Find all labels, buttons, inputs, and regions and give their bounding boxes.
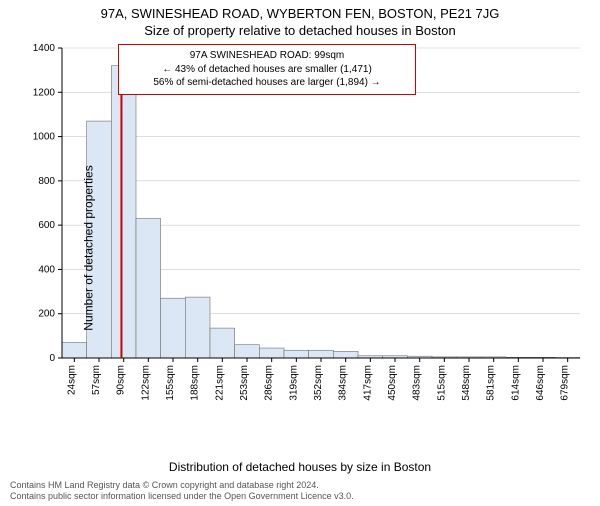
x-tick-label: 24sqm xyxy=(66,365,77,395)
annotation-line3: 56% of semi-detached houses are larger (… xyxy=(127,76,407,90)
annotation-line2: ← 43% of detached houses are smaller (1,… xyxy=(127,63,407,77)
bar xyxy=(210,328,235,358)
x-tick-label: 417sqm xyxy=(362,365,373,401)
svg-text:200: 200 xyxy=(38,309,55,320)
x-tick-label: 57sqm xyxy=(91,365,102,395)
y-axis-label: Number of detached properties xyxy=(82,165,96,330)
x-tick-label: 122sqm xyxy=(140,365,151,401)
bar xyxy=(309,350,334,358)
bar xyxy=(333,351,358,358)
x-axis-label: Distribution of detached houses by size … xyxy=(0,460,600,474)
x-tick-label: 483sqm xyxy=(412,365,423,401)
annotation-line1: 97A SWINESHEAD ROAD: 99sqm xyxy=(127,49,407,63)
svg-text:1000: 1000 xyxy=(33,132,56,143)
x-tick-label: 286sqm xyxy=(264,365,275,401)
svg-text:0: 0 xyxy=(49,353,55,364)
bar xyxy=(161,298,186,358)
bar xyxy=(284,350,309,358)
bar xyxy=(62,343,87,359)
svg-text:800: 800 xyxy=(38,176,55,187)
bar xyxy=(136,219,161,359)
x-tick-label: 679sqm xyxy=(560,365,571,401)
bar xyxy=(111,66,136,358)
x-tick-label: 188sqm xyxy=(190,365,201,401)
svg-text:1400: 1400 xyxy=(33,43,56,54)
title-address: 97A, SWINESHEAD ROAD, WYBERTON FEN, BOST… xyxy=(0,6,600,21)
footer-attribution: Contains HM Land Registry data © Crown c… xyxy=(0,474,600,503)
x-tick-label: 515sqm xyxy=(436,365,447,401)
annotation-callout: 97A SWINESHEAD ROAD: 99sqm ← 43% of deta… xyxy=(118,44,416,95)
bar xyxy=(259,348,284,358)
x-tick-label: 646sqm xyxy=(535,365,546,401)
x-tick-label: 319sqm xyxy=(288,365,299,401)
chart-container: Number of detached properties 0 200 400 600… xyxy=(0,38,600,458)
x-tick-label: 384sqm xyxy=(338,365,349,401)
svg-text:1200: 1200 xyxy=(33,87,56,98)
x-tick-label: 253sqm xyxy=(239,365,250,401)
footer-line2: Contains public sector information licen… xyxy=(10,491,590,502)
title-subtitle: Size of property relative to detached ho… xyxy=(0,23,600,38)
x-tick-label: 548sqm xyxy=(461,365,472,401)
x-tick-label: 581sqm xyxy=(486,365,497,401)
x-tick-label: 450sqm xyxy=(387,365,398,401)
bar xyxy=(185,297,210,358)
svg-text:600: 600 xyxy=(38,220,55,231)
x-tick-label: 90sqm xyxy=(116,365,127,395)
x-tick-label: 614sqm xyxy=(510,365,521,401)
svg-text:400: 400 xyxy=(38,264,55,275)
x-tick-label: 155sqm xyxy=(165,365,176,401)
x-tick-label: 352sqm xyxy=(313,365,324,401)
x-tick-label: 221sqm xyxy=(214,365,225,401)
bar xyxy=(235,345,260,358)
footer-line1: Contains HM Land Registry data © Crown c… xyxy=(10,480,590,491)
